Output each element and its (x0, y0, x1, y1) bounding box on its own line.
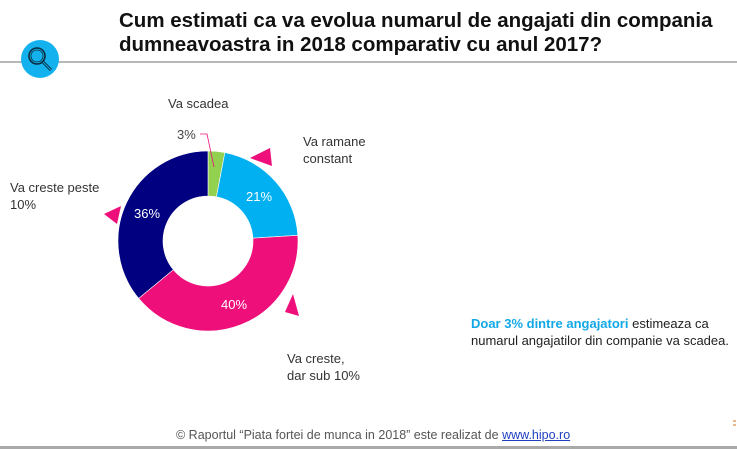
search-badge (21, 40, 59, 78)
label-line: dar sub 10% (287, 368, 360, 383)
pointer-peste (104, 206, 121, 224)
label-line: 10% (10, 197, 37, 212)
header-divider (0, 61, 737, 63)
footer-link[interactable]: www.hipo.ro (502, 428, 571, 442)
footer: © Raportul “Piata fortei de munca in 201… (176, 428, 570, 442)
callout-line-2: numarul angajatilor din companie va scad… (471, 333, 729, 348)
legend-label-peste: Va creste peste 10% (10, 179, 99, 213)
legend-label-constant: Va ramane constant (303, 133, 366, 167)
data-label-3: 3% (177, 127, 196, 142)
title-line-1: Cum estimati ca va evolua numarul de ang… (119, 9, 713, 32)
search-icon (28, 47, 53, 72)
label-line: Va ramane (303, 134, 366, 149)
donut-slice-4 (117, 150, 209, 299)
callout-highlight: Doar 3% dintre angajatori (471, 316, 629, 331)
legend-label-scadea: Va scadea (168, 96, 229, 111)
leader-line-3pct (200, 133, 215, 168)
page-marker (733, 420, 737, 428)
data-label-21: 21% (246, 189, 272, 204)
pointer-constant (250, 148, 272, 166)
data-label-40: 40% (221, 297, 247, 312)
callout-rest: estimeaza ca (628, 316, 709, 331)
title-line-2: dumneavoastra in 2018 comparativ cu anul… (119, 33, 603, 56)
bottom-bar (0, 446, 737, 449)
callout-text: Doar 3% dintre angajatori estimeaza ca n… (471, 315, 737, 349)
label-line: constant (303, 151, 353, 166)
legend-label-sub: Va creste, dar sub 10% (287, 350, 360, 384)
label-line: Va creste peste (10, 180, 100, 195)
label-line: Va creste, (287, 351, 345, 366)
donut-slice-3 (138, 235, 299, 332)
footer-text: © Raportul “Piata fortei de munca in 201… (176, 428, 503, 442)
page-title: Cum estimati ca va evolua numarul de ang… (119, 9, 729, 57)
pointer-sub (285, 294, 299, 316)
donut-slice-2 (216, 152, 299, 239)
data-label-36: 36% (134, 206, 160, 221)
